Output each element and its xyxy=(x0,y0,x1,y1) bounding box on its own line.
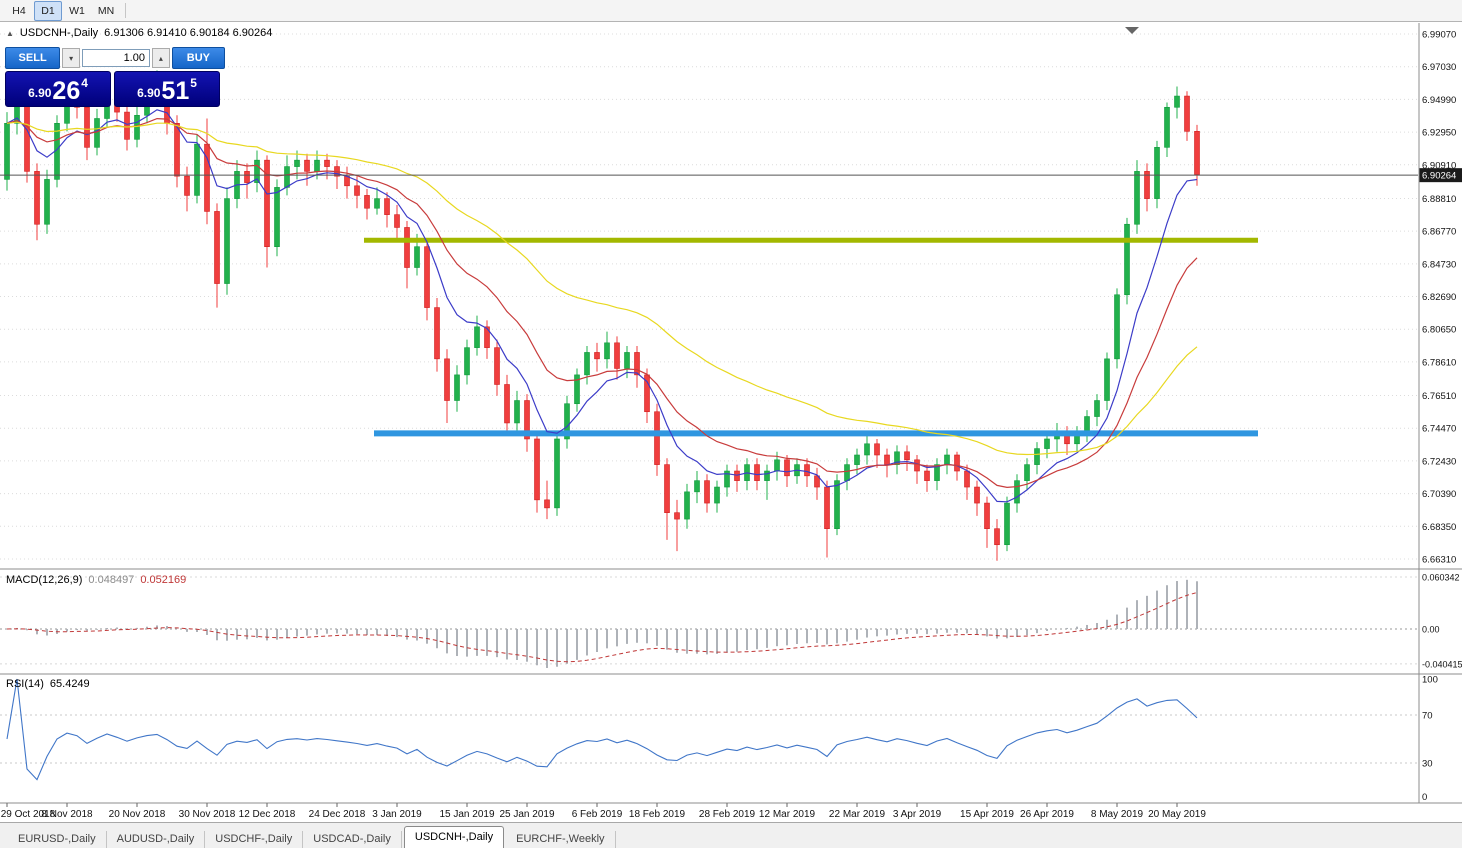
buy-price-point: 5 xyxy=(190,76,197,90)
timeframe-button-h4[interactable]: H4 xyxy=(12,4,26,17)
chart-region: 6.99070 6.97030 6.94990 6.92950 6.90910 6.888… xyxy=(0,23,1462,822)
volume-decrease-button[interactable]: ▾ xyxy=(62,48,80,68)
timeframe-button-d1[interactable]: D1 xyxy=(34,0,62,21)
date-axis-label: 25 Jan 2019 xyxy=(499,809,554,820)
date-axis-label: 15 Jan 2019 xyxy=(439,809,494,820)
date-axis-label: 20 May 2019 xyxy=(1148,809,1206,820)
sell-price-box[interactable]: 6.90 26 4 xyxy=(5,71,111,107)
rsi-axis-label: 100 xyxy=(1422,675,1438,686)
price-axis-label: 6.97030 xyxy=(1422,62,1456,73)
chart-canvas[interactable]: 6.99070 6.97030 6.94990 6.92950 6.90910 6.888… xyxy=(0,23,1462,822)
date-axis-label: 29 Oct 2018 xyxy=(1,809,56,820)
price-axis-label: 6.82690 xyxy=(1422,292,1456,303)
date-axis-label: 15 Apr 2019 xyxy=(960,809,1014,820)
macd-panel: 0.060342 0.00 -0.040415 xyxy=(0,573,1462,669)
bid-price-badge xyxy=(1419,168,1462,183)
rsi-value: 65.4249 xyxy=(49,678,90,690)
price-axis-label: 6.72430 xyxy=(1422,456,1456,467)
price-axis-label: 6.80650 xyxy=(1422,325,1456,336)
price-axis-label: 6.84730 xyxy=(1422,259,1456,270)
macd-main-value: 0.048497 xyxy=(88,574,135,586)
price-axis-label: 6.76510 xyxy=(1422,391,1456,402)
tab-usdchf-daily[interactable]: USDCHF-,Daily xyxy=(205,831,304,848)
buy-price-pips: 51 xyxy=(161,77,190,105)
date-axis-label: 24 Dec 2018 xyxy=(309,809,366,820)
price-grid: 6.99070 6.97030 6.94990 6.92950 6.90910 6.888… xyxy=(0,30,1456,565)
price-axis-label: 6.88810 xyxy=(1422,194,1456,205)
one-click-trading-panel: SELL ▾ ▴ BUY 6.90 26 4 6.90 51 5 xyxy=(5,47,225,107)
macd-indicator-label: MACD(12,26,9) 0.048497 0.052169 xyxy=(6,574,186,586)
chevron-up-icon: ▴ xyxy=(158,53,163,63)
timeframe-toolbar: H4 D1 W1 MN xyxy=(0,0,1462,22)
price-axis-label: 6.66310 xyxy=(1422,554,1456,565)
timeframe-button-mn[interactable]: MN xyxy=(97,4,115,17)
macd-name: MACD(12,26,9) xyxy=(6,574,83,586)
rsi-name: RSI(14) xyxy=(6,678,44,690)
rsi-axis-label: 70 xyxy=(1422,711,1433,722)
macd-signal-value: 0.052169 xyxy=(140,574,187,586)
price-axis-label: 6.92950 xyxy=(1422,128,1456,139)
sell-price-point: 4 xyxy=(81,76,88,90)
tab-eurusd-daily[interactable]: EURUSD-,Daily xyxy=(8,831,107,848)
price-axis-label: 6.90910 xyxy=(1422,160,1456,171)
timeframe-button-w1[interactable]: W1 xyxy=(69,4,85,17)
macd-signal-line xyxy=(6,592,1198,663)
rsi-line xyxy=(6,678,1198,781)
sell-price-base: 6.90 xyxy=(28,86,52,100)
tab-usdcnh-daily[interactable]: USDCNH-,Daily xyxy=(403,826,505,848)
date-axis-label: 3 Jan 2019 xyxy=(372,809,422,820)
rsi-panel: 100 70 30 0 xyxy=(0,675,1438,803)
rsi-axis-label: 30 xyxy=(1422,759,1433,770)
bid-price-badge-text: 6.90264 xyxy=(1422,171,1456,182)
tab-audusd-daily[interactable]: AUDUSD-,Daily xyxy=(107,831,206,848)
price-axis-label: 6.70390 xyxy=(1422,489,1456,500)
ma-17-line xyxy=(6,117,1198,489)
one-click-collapse-icon[interactable]: ▲ xyxy=(6,28,14,38)
date-axis-label: 28 Feb 2019 xyxy=(699,809,756,820)
sell-button[interactable]: SELL xyxy=(5,47,61,69)
chevron-down-icon: ▾ xyxy=(69,53,74,63)
date-axis-label: 8 May 2019 xyxy=(1091,809,1144,820)
date-axis-label: 30 Nov 2018 xyxy=(179,809,236,820)
date-axis-label: 22 Mar 2019 xyxy=(829,809,886,820)
candles-layer xyxy=(4,70,1200,561)
price-axis-label: 6.74470 xyxy=(1422,424,1456,435)
buy-price-box[interactable]: 6.90 51 5 xyxy=(114,71,220,107)
date-axis-label: 12 Mar 2019 xyxy=(759,809,816,820)
volume-increase-button[interactable]: ▴ xyxy=(151,48,170,68)
sell-price-pips: 26 xyxy=(52,77,81,105)
chart-ohlc-quotes: 6.91306 6.91410 6.90184 6.90264 xyxy=(104,27,273,39)
price-axis-label: 6.78610 xyxy=(1422,357,1456,368)
ma-42-line xyxy=(6,121,1198,456)
macd-axis-label: -0.040415 xyxy=(1422,659,1462,669)
date-axis-label: 26 Apr 2019 xyxy=(1020,809,1074,820)
price-axis-label: 6.86770 xyxy=(1422,227,1456,238)
date-axis-label: 20 Nov 2018 xyxy=(109,809,166,820)
chart-tab-bar: EURUSD-,Daily AUDUSD-,Daily USDCHF-,Dail… xyxy=(0,822,1462,848)
chart-title: ▲ USDCNH-,Daily 6.91306 6.91410 6.90184 … xyxy=(6,27,272,39)
tab-eurchf-weekly[interactable]: EURCHF-,Weekly xyxy=(506,831,616,848)
date-axis-label: 18 Feb 2019 xyxy=(629,809,686,820)
macd-axis-label: 0.060342 xyxy=(1422,573,1460,583)
rsi-indicator-label: RSI(14) 65.4249 xyxy=(6,678,90,690)
date-axis-label: 12 Dec 2018 xyxy=(239,809,296,820)
price-axis-label: 6.94990 xyxy=(1422,95,1456,106)
chart-symbol-label: USDCNH-,Daily xyxy=(19,27,99,39)
toolbar-separator xyxy=(125,3,126,18)
buy-button[interactable]: BUY xyxy=(171,47,225,69)
date-axis-label: 3 Apr 2019 xyxy=(893,809,942,820)
volume-input[interactable] xyxy=(81,49,150,67)
ma-8-line xyxy=(6,109,1198,503)
price-axis-label: 6.99070 xyxy=(1422,30,1456,41)
macd-axis-label: 0.00 xyxy=(1422,625,1440,635)
rsi-axis-label: 0 xyxy=(1422,792,1427,803)
date-axis-label: 6 Feb 2019 xyxy=(572,809,623,820)
chart-shift-marker-icon[interactable] xyxy=(1125,27,1139,34)
buy-price-base: 6.90 xyxy=(137,86,161,100)
tab-usdcad-daily[interactable]: USDCAD-,Daily xyxy=(303,831,402,848)
price-axis-label: 6.68350 xyxy=(1422,522,1456,533)
date-axis-label: 8 Nov 2018 xyxy=(41,809,93,820)
